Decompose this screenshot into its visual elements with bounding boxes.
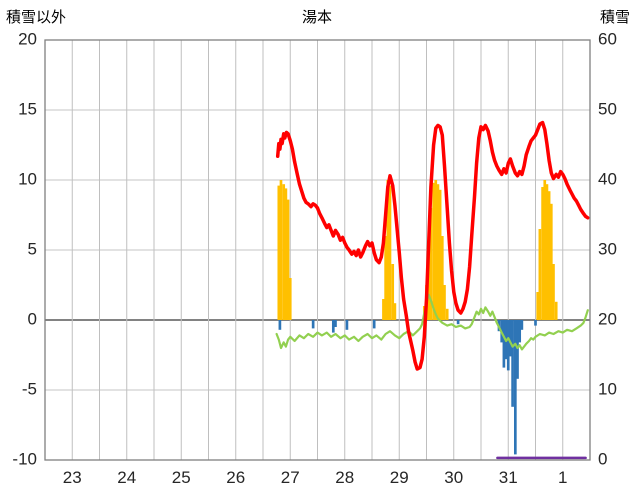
precipitation-bars [506,320,510,371]
x-axis-tick-label: 23 [63,468,82,487]
precipitation-bars [534,320,537,326]
sunshine-bars [538,229,542,320]
sunshine-bars [436,184,440,320]
sunshine-bars [284,188,288,320]
sunshine-bars [391,264,395,320]
sunshine-bars [277,185,281,320]
left-axis-tick-label: 0 [28,309,37,328]
sunshine-bars [554,301,558,320]
right-axis-tick-label: 60 [598,29,617,48]
sunshine-bars [549,203,553,320]
sunshine-bars [547,191,551,320]
x-axis-tick-label: 30 [444,468,463,487]
precipitation-bars [509,320,512,357]
plot-border [44,39,591,461]
sunshine-bars [386,180,390,320]
temperature-line [275,120,590,371]
precipitation-bars [334,320,337,327]
sunshine-bars [384,236,387,320]
sunshine-bars [541,187,544,320]
sunshine-bars [536,292,540,320]
x-axis-tick-label: 27 [281,468,300,487]
precipitation-bars [518,320,522,343]
sunshine-bars [440,236,444,320]
sunshine-bars [393,303,397,320]
sunshine-bars [443,285,446,320]
right-axis-tick-label: 50 [598,99,617,118]
x-axis-tick-label: 31 [499,468,518,487]
left-axis-tick-label: 20 [18,29,37,48]
sunshine-bars [388,185,392,320]
sunshine-bars [282,184,286,320]
right-axis-tick-label: 30 [598,239,617,258]
sunshine-bars [288,278,292,320]
sunshine-bars [438,189,442,320]
sunshine-bars [543,180,547,320]
x-axis-tick-label: 24 [117,468,136,487]
x-axis-tick-label: 25 [172,468,191,487]
precipitation-bars [331,320,335,333]
sunshine-bars [429,208,433,320]
left-axis-tick-label: -5 [22,379,37,398]
sunshine-bars [382,299,385,320]
left-axis-tick-label: 5 [28,239,37,258]
sunshine-bars [286,199,290,320]
right-axis-tick-label: 40 [598,169,617,188]
sunshine-bars [552,264,555,320]
x-axis-tick-label: 28 [335,468,354,487]
x-axis-tick-label: 1 [558,468,567,487]
precipitation-bars [372,320,376,329]
sunshine-bars [445,308,449,320]
right-axis-tick-label: 20 [598,309,617,328]
sunshine-bars [545,184,549,320]
x-axis-tick-label: 29 [390,468,409,487]
sunshine-bars [434,180,438,320]
precipitation-bars [511,320,514,407]
precipitation-bars [513,320,517,455]
left-axis-tick-label: 10 [18,169,37,188]
precipitation-bars [311,320,315,329]
x-axis-tick-label: 26 [226,468,245,487]
precipitation-bars [502,320,506,368]
precipitation-bars [345,320,349,330]
chart-title: 湯本 [301,9,333,26]
left-axis-tick-label: 15 [18,99,37,118]
left-axis-title: 積雪以外 [6,9,67,26]
precipitation-bars [456,320,460,325]
left-axis-tick-label: -10 [12,449,37,468]
sunshine-bars [279,180,283,320]
precipitation-bars [278,320,282,330]
right-axis-tick-label: 0 [598,449,607,468]
precipitation-bars [516,320,519,379]
sunshine-bars [432,182,435,320]
right-axis-title: 積雪 [599,9,630,26]
green-line [275,293,589,351]
right-axis-tick-label: 10 [598,379,617,398]
precipitation-bars [520,320,524,330]
